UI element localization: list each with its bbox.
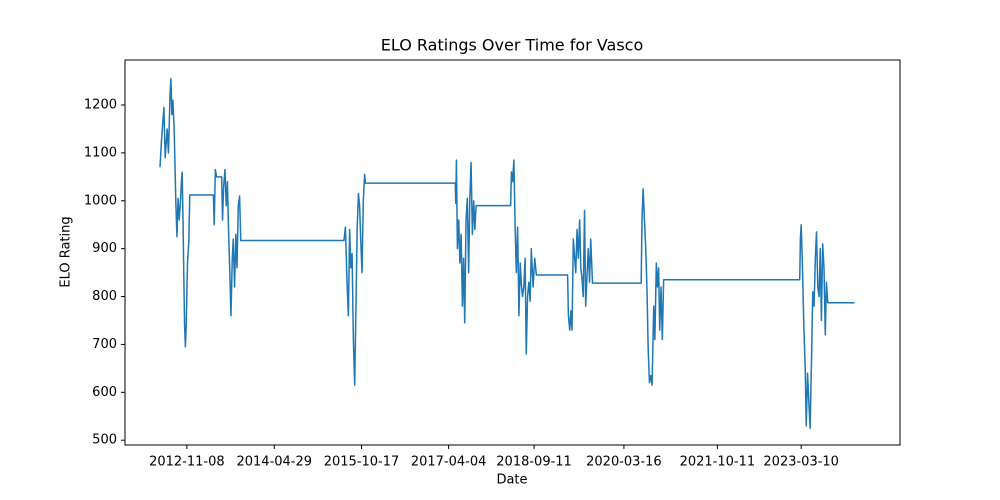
x-tick-label: 2012-11-08 [149,455,225,470]
y-tick-label: 1200 [84,98,117,113]
x-axis-label: Date [496,473,527,488]
y-tick-label: 900 [92,241,117,256]
x-tick-label: 2018-09-11 [496,455,572,470]
line-series [159,77,855,429]
x-tick-label: 2017-04-04 [411,455,487,470]
plot-frame [124,59,901,446]
y-tick-label: 500 [92,433,117,448]
x-tick-label: 2020-03-16 [586,455,662,470]
y-tick-label: 1100 [84,145,117,160]
x-tick-label: 2021-10-11 [680,455,756,470]
y-axis-label: ELO Rating [59,216,74,287]
x-tick-label: 2023-03-10 [763,455,839,470]
y-tick-label: 600 [92,385,117,400]
x-tick-label: 2015-10-17 [324,455,400,470]
chart-title: ELO Ratings Over Time for Vasco [381,36,643,55]
y-tick-label: 800 [92,289,117,304]
y-tick-label: 1000 [84,193,117,208]
x-tick-label: 2014-04-29 [236,455,312,470]
y-tick-label: 700 [92,337,117,352]
